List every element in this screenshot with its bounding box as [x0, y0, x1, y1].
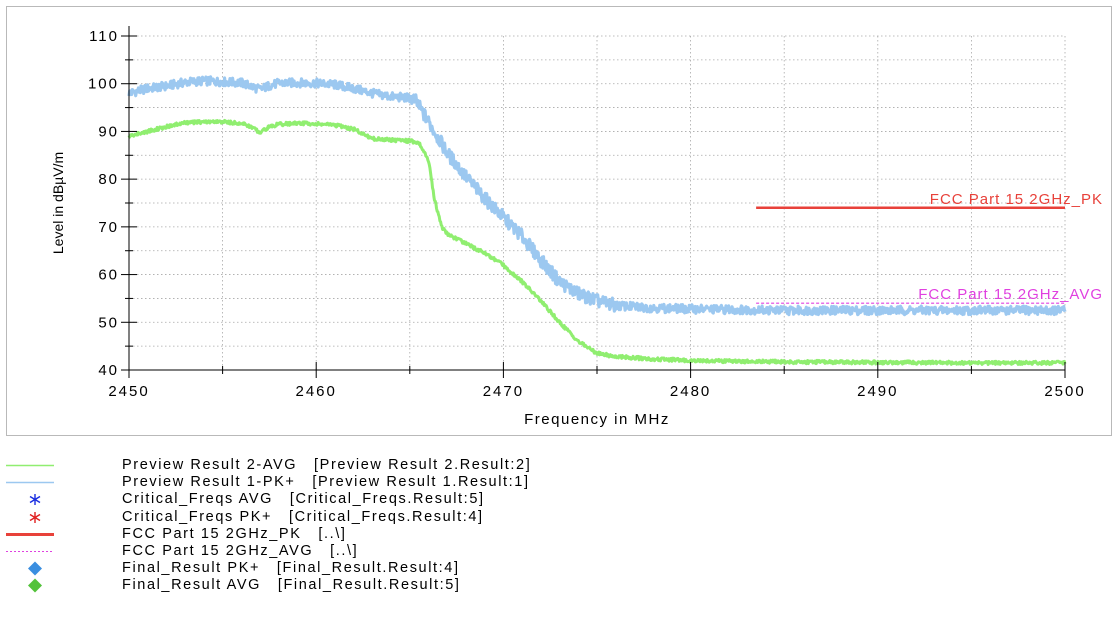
emission-chart: FCC Part 15 2GHz_PK FCC Part 15 2GHz_AVG 4…	[50, 26, 1103, 428]
chart-frame: FCC Part 15 2GHz_PK FCC Part 15 2GHz_AVG 4…	[6, 6, 1112, 436]
legend-symbol-thick-line	[6, 532, 54, 536]
limit-label-pk: FCC Part 15 2GHz_PK	[930, 191, 1103, 208]
x-tick-label: 2470	[483, 383, 524, 400]
legend-symbol-asterisk	[29, 494, 41, 506]
legend-item: Final_Result PK+ [Final_Result.Result:4]	[0, 560, 1118, 577]
legend-item: FCC Part 15 2GHz_PK [..\]	[0, 526, 1118, 543]
legend-label: Critical_Freqs AVG [Critical_Freqs.Resul…	[122, 491, 485, 508]
legend-item: Preview Result 1-PK+ [Preview Result 1.R…	[0, 474, 1118, 491]
legend-label: FCC Part 15 2GHz_AVG [..\]	[122, 543, 359, 559]
legend-item: FCC Part 15 2GHz_AVG [..\]	[0, 543, 1118, 560]
series-preview-pk-trace	[127, 75, 1067, 317]
legend-symbol-asterisk	[29, 511, 41, 523]
legend-item: Final_Result AVG [Final_Result.Result:5]	[0, 577, 1118, 594]
legend-item: Critical_Freqs AVG [Critical_Freqs.Resul…	[0, 491, 1118, 508]
x-axis-title: Frequency in MHz	[524, 411, 670, 428]
x-tick-label: 2450	[108, 383, 149, 400]
legend-item: Preview Result 2-AVG [Preview Result 2.R…	[0, 457, 1118, 474]
y-tick-label: 110	[89, 28, 119, 45]
series-preview-avg-trace	[127, 118, 1067, 366]
y-tick-label: 70	[98, 219, 119, 236]
legend-symbol-diamond	[28, 578, 42, 593]
legend-label: Preview Result 1-PK+ [Preview Result 1.R…	[122, 474, 530, 491]
y-tick-label: 100	[88, 76, 119, 93]
x-tick-label: 2480	[670, 383, 711, 400]
legend-symbol-line	[6, 481, 54, 484]
x-tick-label: 2500	[1044, 383, 1085, 400]
y-tick-label: 50	[98, 314, 119, 331]
legend-symbol-line	[6, 464, 54, 467]
limit-label-avg: FCC Part 15 2GHz_AVG	[918, 286, 1103, 303]
legend-item: Critical_Freqs PK+ [Critical_Freqs.Resul…	[0, 509, 1118, 526]
legend-label: Final_Result PK+ [Final_Result.Result:4]	[122, 560, 460, 577]
y-axis-title: Level in dBµV/m	[50, 152, 66, 254]
x-tick-label: 2460	[296, 383, 337, 400]
legend-symbol-diamond	[28, 561, 42, 576]
legend-label: Preview Result 2-AVG [Preview Result 2.R…	[122, 457, 532, 473]
y-tick-label: 90	[98, 123, 119, 140]
legend-symbol-dash-line	[6, 551, 54, 552]
legend-label: Final_Result AVG [Final_Result.Result:5]	[122, 577, 461, 594]
legend-label: Critical_Freqs PK+ [Critical_Freqs.Resul…	[122, 508, 484, 525]
y-tick-label: 60	[98, 267, 119, 284]
y-tick-label: 80	[98, 171, 119, 188]
y-tick-label: 40	[98, 362, 119, 379]
x-tick-label: 2490	[857, 383, 898, 400]
legend-label: FCC Part 15 2GHz_PK [..\]	[122, 525, 347, 542]
